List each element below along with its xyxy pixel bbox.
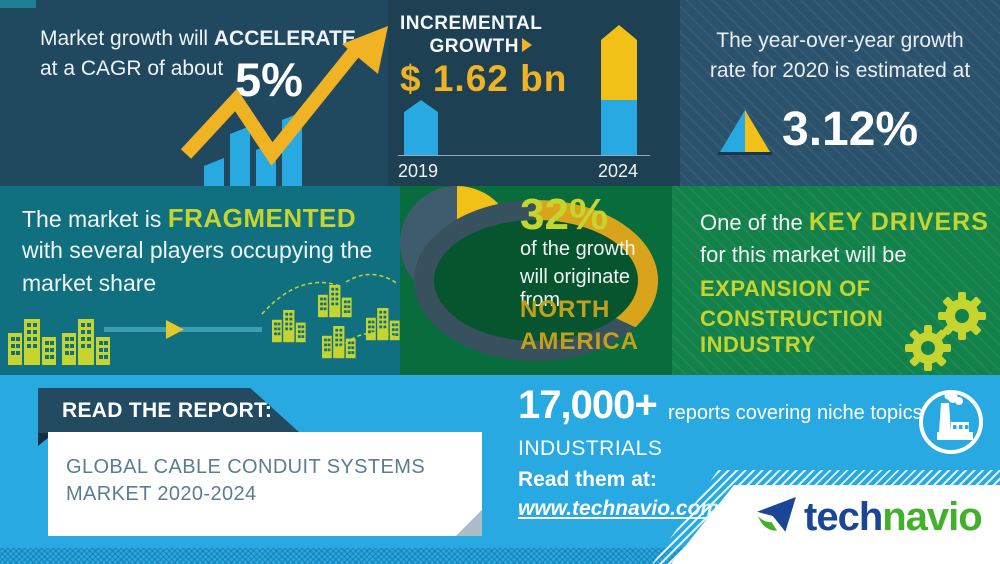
- arrow-head: [342, 26, 388, 74]
- cagr-line1-highlight: ACCELERATE: [213, 27, 356, 50]
- read-report-label: READ THE REPORT:: [62, 398, 273, 422]
- fragmented-line2: with several players occupying the: [22, 237, 373, 263]
- panel-cagr: Market growth will ACCELERATE at a CAGR …: [0, 0, 388, 186]
- fragmented-prefix: The market is: [22, 206, 168, 232]
- cagr-line2: at a CAGR of about: [40, 57, 224, 80]
- bar-2024-base: [601, 100, 637, 155]
- up-triangle-right-half: [745, 110, 770, 152]
- read-report-banner: READ THE REPORT:: [38, 388, 300, 433]
- incremental-title-line2-text: GROWTH: [429, 36, 519, 57]
- corner-accent: [0, 0, 36, 8]
- driver-name-line2: CONSTRUCTION INDUSTRY: [700, 306, 884, 357]
- bar-2019: [404, 100, 438, 155]
- technavio-wordmark: technavio: [804, 495, 983, 539]
- cagr-line1: Market growth will ACCELERATE: [40, 24, 356, 54]
- industrials-factory-icon: [919, 390, 983, 454]
- year-end-label: 2024: [598, 161, 639, 181]
- panel-yoy-growth: The year-over-year growth rate for 2020 …: [680, 0, 1000, 186]
- fragmented-line1: The market is FRAGMENTED: [22, 203, 356, 234]
- drivers-highlight: KEY DRIVERS: [808, 208, 989, 236]
- gears-icon: [905, 292, 986, 371]
- panel-key-drivers: One of the KEY DRIVERS for this market w…: [672, 186, 1000, 375]
- cagr-value: 5%: [235, 53, 303, 106]
- yoy-value: 3.12%: [782, 103, 919, 156]
- incremental-title-line1: INCREMENTAL: [400, 13, 543, 34]
- fragmented-line3: market share: [22, 270, 157, 296]
- reports-description: reports covering niche topics: [668, 402, 923, 424]
- region-donut-chart: [400, 186, 658, 361]
- cagr-line1-prefix: Market growth will: [40, 27, 214, 50]
- triangle-underline: [718, 152, 772, 155]
- region-value: 32%: [520, 190, 609, 239]
- incremental-value: $ 1.62 bn: [400, 58, 568, 99]
- region-name-line2: AMERICA: [520, 328, 639, 355]
- drivers-line2: for this market will be: [700, 242, 907, 267]
- brand-ribbon: [671, 485, 1000, 564]
- year-start-label: 2019: [398, 161, 439, 181]
- incremental-title-line2: GROWTH: [400, 35, 532, 58]
- pointer-triangle-icon: [522, 38, 532, 52]
- incremental-title: INCREMENTAL GROWTH: [400, 12, 543, 58]
- report-title-line2: MARKET 2020-2024: [66, 483, 257, 505]
- technavio-arrow-icon: [757, 497, 796, 532]
- region-line1: of the growth: [520, 238, 636, 260]
- brand-part1: tech: [804, 495, 883, 539]
- region-name-line1: NORTH: [520, 296, 611, 323]
- technavio-logo[interactable]: technavio: [756, 495, 983, 539]
- panel-incremental-growth: INCREMENTAL GROWTH $ 1.62 bn 2019 2024: [388, 0, 680, 186]
- bar-2024-incremental: [601, 25, 637, 100]
- growth-arrow-chart: [180, 26, 388, 186]
- fragmented-highlight: FRAGMENTED: [167, 203, 357, 233]
- report-title-line1: GLOBAL CABLE CONDUIT SYSTEMS: [66, 456, 426, 478]
- reports-count: 17,000+: [518, 383, 658, 427]
- up-triangle-left-half: [720, 110, 745, 152]
- brand-part2: navio: [882, 495, 982, 539]
- drivers-prefix: One of the: [700, 210, 809, 235]
- driver-name-line1: EXPANSION OF: [700, 276, 871, 301]
- drivers-line1: One of the KEY DRIVERS: [700, 208, 989, 237]
- yoy-line1: The year-over-year growth: [716, 29, 964, 52]
- read-them-at-label: Read them at:: [518, 468, 657, 491]
- reports-category: INDUSTRIALS: [518, 437, 663, 460]
- yoy-line2: rate for 2020 is estimated at: [709, 59, 971, 82]
- bar-baseline: [398, 155, 650, 156]
- region-line2: will originate from: [520, 266, 631, 311]
- panel-fragmented: The market is FRAGMENTED with several pl…: [0, 186, 400, 375]
- fragmented-buildings-illustration: [8, 273, 400, 365]
- panel-region-growth: 32% of the growth will originate from NO…: [400, 186, 672, 375]
- technavio-url-link[interactable]: www.technavio.com: [518, 497, 720, 520]
- donut-hole: [434, 220, 638, 341]
- report-card[interactable]: GLOBAL CABLE CONDUIT SYSTEMS MARKET 2020…: [48, 432, 482, 536]
